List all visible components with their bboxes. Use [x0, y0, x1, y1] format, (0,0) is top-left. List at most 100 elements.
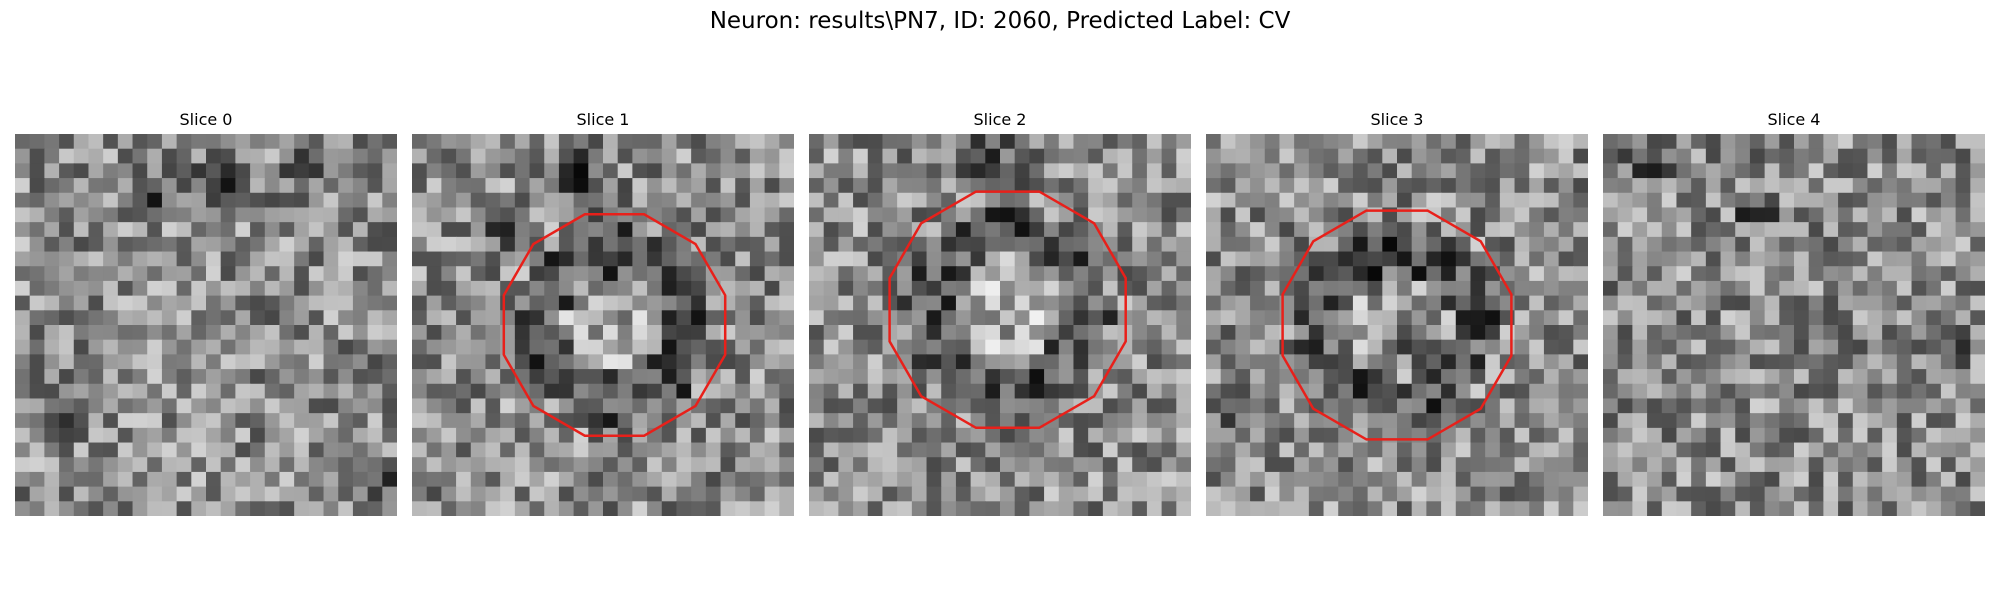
pixel: [1661, 295, 1678, 311]
pixel: [1470, 354, 1486, 370]
pixel: [1603, 501, 1619, 516]
pixel: [676, 369, 692, 385]
pixel: [1720, 325, 1736, 341]
pixel: [1705, 442, 1722, 458]
pixel: [1543, 442, 1560, 458]
pixel: [1161, 354, 1177, 370]
pixel: [176, 207, 192, 223]
pixel: [29, 178, 45, 194]
pixel: [323, 266, 339, 282]
pixel: [1220, 325, 1236, 341]
pixel: [1264, 148, 1281, 164]
pixel: [485, 310, 501, 326]
pixel: [632, 134, 648, 150]
pixel: [1558, 134, 1574, 150]
pixel: [1294, 325, 1310, 341]
pixel: [647, 163, 663, 179]
pixel: [1529, 383, 1545, 400]
pixel: [1779, 339, 1795, 355]
pixel: [441, 251, 457, 267]
pixel: [1058, 354, 1075, 370]
pixel: [705, 325, 722, 341]
pixel: [985, 310, 1001, 326]
pixel: [897, 148, 913, 164]
pixel: [970, 369, 986, 385]
pixel: [897, 383, 913, 400]
pixel: [1294, 207, 1310, 223]
pixel: [1338, 501, 1354, 516]
pixel: [1279, 163, 1295, 179]
pixel: [1499, 222, 1516, 238]
pixel: [1940, 383, 1957, 400]
pixel: [941, 354, 957, 370]
pixel: [1102, 207, 1119, 223]
pixel: [1102, 325, 1119, 341]
pixel: [1838, 471, 1854, 488]
pixel: [1661, 163, 1678, 179]
pixel: [1926, 486, 1942, 502]
pixel: [191, 295, 207, 311]
pixel: [441, 207, 457, 223]
pixel: [1749, 486, 1766, 502]
pixel: [1558, 222, 1574, 238]
pixel: [970, 178, 986, 194]
pixel: [573, 236, 589, 253]
pixel: [441, 339, 457, 355]
pixel: [603, 486, 619, 502]
pixel: [1250, 398, 1266, 414]
pixel: [1794, 486, 1810, 502]
pixel: [926, 471, 942, 488]
pixel: [1647, 236, 1663, 253]
pixel: [1014, 486, 1030, 502]
pixel: [749, 501, 766, 516]
pixel: [264, 501, 281, 516]
pixel: [1603, 280, 1619, 297]
pixel: [647, 134, 663, 150]
pixel: [1749, 442, 1766, 458]
pixel: [1044, 236, 1060, 253]
pixel: [485, 383, 501, 400]
pixel: [191, 427, 207, 444]
pixel: [1441, 295, 1457, 311]
pixel: [1441, 325, 1457, 341]
pixel: [573, 163, 589, 179]
pixel: [264, 369, 281, 385]
pixel: [1279, 134, 1295, 150]
pixel: [661, 207, 678, 223]
pixel: [1661, 148, 1678, 164]
pixel: [1426, 325, 1442, 341]
pixel: [1691, 442, 1707, 458]
pixel: [426, 369, 442, 385]
pixel: [382, 251, 397, 267]
pixel: [147, 354, 163, 370]
pixel: [1088, 471, 1104, 488]
pixel: [367, 236, 383, 253]
pixel: [191, 457, 207, 473]
pixel: [749, 457, 766, 473]
pixel: [1206, 413, 1222, 429]
pixel: [1794, 339, 1810, 355]
pixel: [412, 398, 428, 414]
pixel: [1397, 413, 1413, 429]
pixel: [1146, 442, 1163, 458]
pixel: [1573, 222, 1588, 238]
pixel: [1132, 266, 1148, 282]
pixel: [1499, 398, 1516, 414]
pixel: [103, 501, 119, 516]
pixel: [1514, 148, 1530, 164]
pixel: [1955, 266, 1971, 282]
pixel: [1661, 339, 1678, 355]
pixel: [955, 398, 972, 414]
pixel: [1102, 134, 1119, 150]
pixel: [161, 192, 178, 209]
pixel: [1367, 310, 1383, 326]
pixel: [809, 398, 825, 414]
pixel: [59, 383, 75, 400]
pixel: [1000, 266, 1016, 282]
pixel: [1529, 471, 1545, 488]
pixel: [441, 427, 457, 444]
pixel: [647, 339, 663, 355]
pixel: [1573, 398, 1588, 414]
pixel: [500, 383, 516, 400]
pixel: [1411, 442, 1427, 458]
